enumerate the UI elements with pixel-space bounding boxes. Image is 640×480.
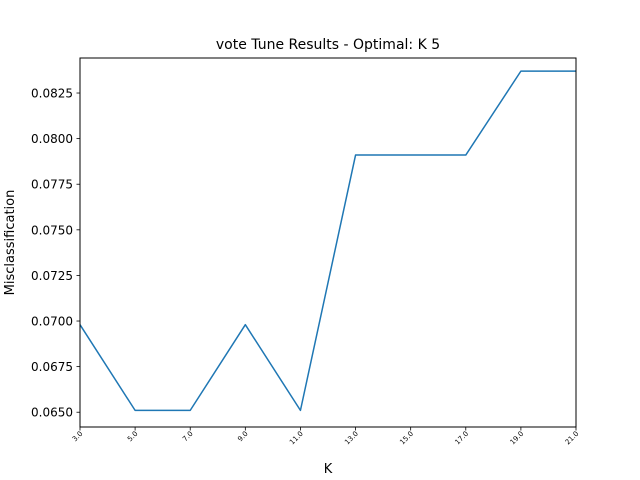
x-tick-label: 9.0 [236,430,250,444]
x-tick-label: 13.0 [343,430,360,447]
x-tick-label: 5.0 [126,430,140,444]
series-line-1 [79,70,576,412]
plot-frame [79,57,577,428]
y-tick-label: 0.0750 [31,223,73,237]
x-tick-label: 3.0 [71,430,85,444]
y-tick-label: 0.0675 [31,360,73,374]
y-tick-label: 0.0825 [31,87,73,101]
x-tick-label: 19.0 [509,430,526,447]
x-tick-label: 11.0 [288,430,305,447]
chart-title: vote Tune Results - Optimal: K 5 [216,37,440,53]
y-tick-label: 0.0700 [31,315,73,329]
plot-line-layer [79,70,576,412]
x-axis: 3.0 5.0 7.0 9.0 11.0 13.0 15.0 17.0 19.0 21.0 [71,427,581,447]
x-tick-label: 17.0 [454,430,471,447]
x-tick-label: 7.0 [181,430,195,444]
y-tick-label: 0.0650 [31,406,73,420]
x-tick-label: 15.0 [398,430,415,447]
y-tick-label: 0.0775 [31,178,73,192]
y-tick-label: 0.0725 [31,269,73,283]
y-axis: 0.0650 0.0675 0.0700 0.0725 0.0750 0.0775 0.08… [31,87,80,420]
x-axis-label: K [324,462,333,477]
x-tick-label: 21.0 [564,430,581,447]
y-tick-label: 0.0800 [31,132,73,146]
y-axis-label: Misclassification [3,190,18,296]
